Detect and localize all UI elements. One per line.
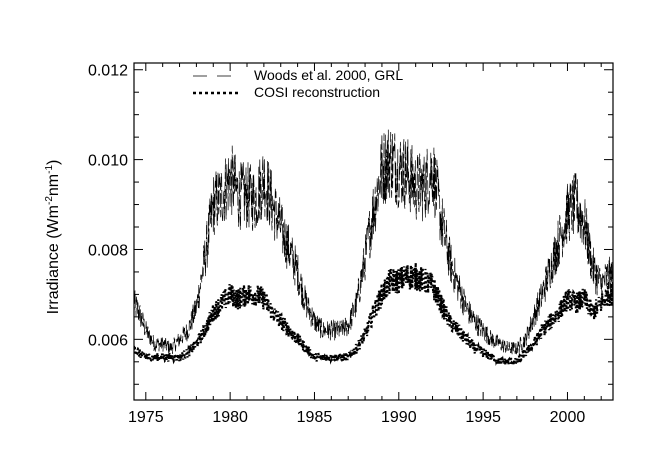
series-woods-line (134, 129, 613, 355)
x-tick-label: 1975 (128, 409, 164, 426)
x-tick-label: 1980 (212, 409, 248, 426)
y-tick-label: 0.012 (88, 63, 128, 80)
y-tick-label: 0.010 (88, 153, 128, 170)
series-group (134, 129, 613, 367)
x-tick-label: 2000 (550, 409, 586, 426)
y-axis: 0.006 0.008 0.010 0.012 (88, 63, 613, 385)
x-tick-label: 1985 (297, 409, 333, 426)
x-tick-label: 1995 (465, 409, 501, 426)
plot-frame (133, 62, 614, 401)
legend-label: COSI reconstruction (254, 84, 380, 100)
series-layer (134, 129, 613, 367)
y-tick-label: 0.006 (88, 332, 128, 349)
y-axis-label: Irradiance (Wm-2nm-1) (44, 160, 62, 315)
series-cosi-line (134, 262, 613, 367)
y-tick-label: 0.008 (88, 242, 128, 259)
plot-border (133, 62, 614, 401)
legend-label: Woods et al. 2000, GRL (254, 67, 403, 83)
x-axis: 1975 1980 1985 1990 1995 2000 (128, 63, 602, 426)
x-tick-label: 1990 (381, 409, 417, 426)
